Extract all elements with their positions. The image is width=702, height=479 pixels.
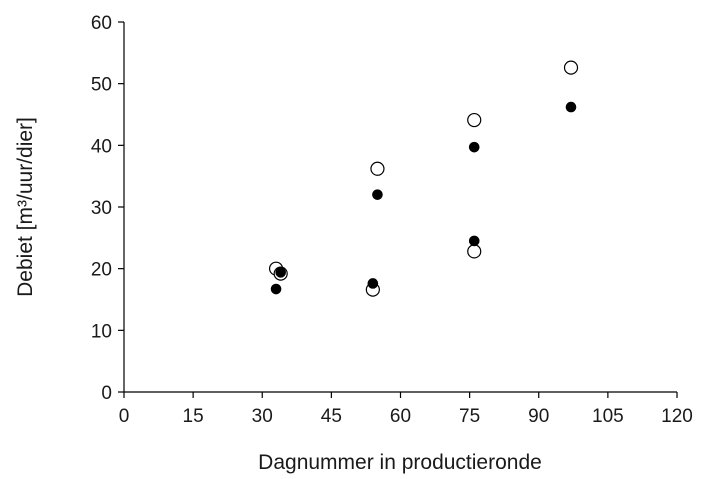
open-circle-point	[370, 161, 385, 176]
filled-circle-point	[270, 283, 282, 295]
filled-circle-point	[468, 235, 480, 247]
x-tick-label: 60	[390, 406, 411, 427]
x-tick-label: 45	[321, 406, 342, 427]
open-circle-point	[563, 60, 579, 75]
filled-circle-point	[367, 278, 379, 289]
y-tick-label: 20	[91, 260, 112, 281]
x-tick-label: 90	[528, 406, 549, 427]
x-tick-label: 120	[661, 406, 693, 427]
y-tick-label: 10	[91, 321, 112, 342]
filled-circle-point	[372, 189, 383, 200]
open-circle-point	[467, 244, 482, 259]
y-tick-label: 50	[91, 75, 112, 96]
y-ticks: 0 10 20 30 40 50 60	[91, 13, 124, 404]
x-ticks: 0 15 30 45 60 75 90 105 120	[119, 392, 693, 427]
filled-circle-point	[275, 267, 286, 278]
x-axis-title: Dagnummer in productieronde	[258, 451, 542, 474]
filled-circle-point	[468, 141, 480, 153]
y-tick-label: 40	[91, 136, 112, 157]
x-tick-label: 75	[459, 406, 480, 427]
filled-circle-point	[565, 101, 577, 113]
y-tick-label: 0	[101, 383, 112, 404]
x-tick-label: 15	[183, 406, 204, 427]
axes	[123, 22, 677, 393]
y-axis-title: Debiet [m³/uur/dier]	[14, 117, 37, 297]
x-tick-label: 105	[592, 406, 624, 427]
x-tick-label: 0	[119, 406, 130, 427]
x-tick-label: 30	[252, 406, 273, 427]
y-tick-label: 60	[91, 13, 112, 34]
y-tick-label: 30	[91, 198, 112, 219]
data-points	[268, 60, 579, 297]
open-circle-point	[467, 112, 482, 128]
